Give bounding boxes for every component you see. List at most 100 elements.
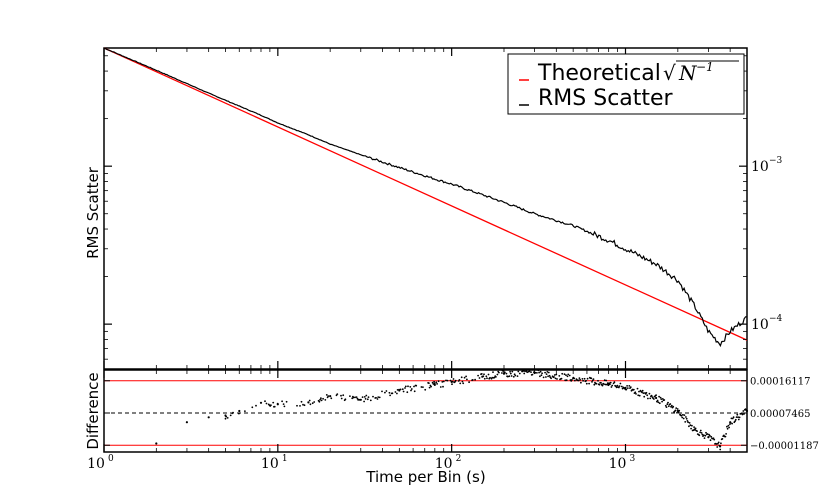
diff-point bbox=[285, 400, 288, 403]
diff-point bbox=[658, 395, 660, 398]
diff-point bbox=[676, 408, 679, 410]
main-series-layer bbox=[103, 47, 748, 348]
diff-point bbox=[553, 376, 555, 378]
legend-sqrt-symbol: √ bbox=[663, 61, 676, 85]
diff-point bbox=[474, 378, 476, 381]
diff-point bbox=[396, 392, 398, 395]
diff-point bbox=[555, 373, 558, 376]
diff-point bbox=[468, 381, 470, 384]
main-plot-frame bbox=[103, 47, 748, 370]
diff-point bbox=[684, 421, 687, 423]
diff-point bbox=[482, 375, 485, 378]
diff-point bbox=[610, 386, 613, 388]
diff-point bbox=[300, 400, 303, 403]
x-tick-exp: 1 bbox=[282, 454, 288, 464]
diff-point bbox=[398, 388, 400, 391]
diff-point bbox=[366, 398, 369, 401]
diff-point bbox=[491, 376, 494, 379]
x-tick-exp: 0 bbox=[108, 454, 114, 464]
diff-point bbox=[719, 448, 722, 451]
diff-point bbox=[511, 370, 514, 373]
diff-point bbox=[544, 371, 546, 374]
diff-point bbox=[691, 424, 693, 427]
diff-point bbox=[441, 381, 444, 383]
diff-point bbox=[704, 434, 707, 437]
diff-point bbox=[478, 377, 481, 379]
diff-point bbox=[641, 389, 644, 392]
diff-point bbox=[717, 441, 720, 444]
diff-point bbox=[604, 383, 607, 386]
diff-point bbox=[634, 391, 637, 394]
diff-point bbox=[674, 409, 677, 412]
diff-point bbox=[541, 372, 543, 375]
diff-point bbox=[680, 414, 683, 417]
diff-point bbox=[548, 374, 551, 377]
diff-point bbox=[489, 376, 491, 379]
diff-point bbox=[715, 443, 718, 445]
diff-point bbox=[710, 435, 713, 438]
diff-point bbox=[735, 416, 738, 418]
diff-point bbox=[616, 384, 619, 387]
diff-point bbox=[431, 381, 434, 384]
diff-point bbox=[420, 386, 423, 388]
ticks-layer: 10 0 10 1 10 2 10 310 −310 −40.000161170.00007465… bbox=[87, 48, 819, 472]
diff-point bbox=[707, 436, 710, 439]
diff-point bbox=[658, 402, 661, 405]
y-tick-label: 10 bbox=[751, 317, 769, 333]
diff-point bbox=[389, 394, 391, 397]
diff-point bbox=[583, 377, 586, 380]
diff-point bbox=[643, 395, 646, 398]
diff-point bbox=[483, 373, 485, 376]
diff-point bbox=[564, 379, 567, 382]
diff-point bbox=[709, 439, 712, 442]
diff-point bbox=[485, 375, 488, 378]
diff-point bbox=[727, 424, 730, 427]
diff-point bbox=[283, 405, 286, 408]
diff-point bbox=[349, 395, 351, 397]
diff-point bbox=[685, 416, 687, 418]
diff-point bbox=[351, 397, 354, 400]
legend-math-base: N bbox=[678, 61, 698, 85]
diff-point bbox=[340, 397, 343, 400]
diff-point bbox=[609, 383, 611, 386]
diff-point bbox=[381, 390, 383, 393]
diff-point bbox=[687, 421, 689, 424]
diff-point bbox=[504, 371, 506, 374]
diff-point bbox=[682, 417, 685, 420]
diff-point bbox=[454, 379, 457, 382]
diff-point bbox=[600, 382, 602, 384]
diff-point bbox=[363, 400, 365, 403]
diff-point bbox=[648, 392, 651, 395]
diff-point bbox=[597, 379, 599, 382]
diff-point bbox=[581, 378, 584, 380]
main-y-axis-label: RMS Scatter bbox=[84, 166, 102, 259]
diff-point bbox=[700, 432, 703, 434]
diff-point bbox=[546, 371, 549, 373]
y-tick-label: 10 bbox=[751, 159, 769, 175]
diff-point bbox=[442, 380, 445, 383]
diff-point bbox=[737, 418, 740, 421]
diff-point bbox=[655, 394, 657, 396]
diff-point bbox=[327, 395, 330, 397]
diff-y-tick-label: 0.00007465 bbox=[750, 409, 810, 420]
diff-point bbox=[586, 377, 589, 380]
diff-point bbox=[574, 379, 576, 382]
diff-point bbox=[410, 389, 412, 392]
diff-point bbox=[224, 417, 227, 420]
diff-point bbox=[666, 403, 669, 406]
diff-point bbox=[675, 407, 678, 409]
diff-point bbox=[592, 378, 595, 380]
diff-point bbox=[693, 426, 695, 428]
diff-point bbox=[725, 433, 727, 435]
diff-point bbox=[324, 399, 327, 401]
series-line-rms-scatter bbox=[103, 47, 747, 348]
diff-point bbox=[561, 372, 564, 375]
diff-point bbox=[272, 401, 275, 404]
diff-point bbox=[430, 385, 432, 388]
diff-point bbox=[517, 370, 520, 373]
diff-point bbox=[656, 399, 659, 402]
diff-point bbox=[505, 372, 508, 375]
diff-point bbox=[433, 380, 435, 383]
diff-point bbox=[531, 373, 534, 376]
diff-point bbox=[729, 423, 731, 425]
